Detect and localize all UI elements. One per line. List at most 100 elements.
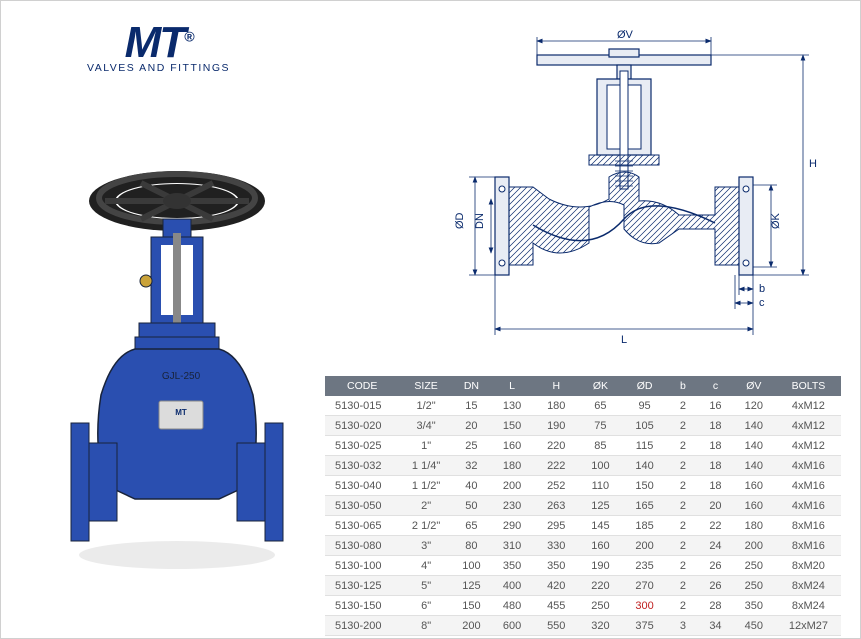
col-header: c (699, 376, 732, 396)
table-cell: 75 (578, 416, 622, 436)
svg-text:c: c (759, 297, 765, 309)
table-cell: 200 (490, 476, 534, 496)
table-cell: 130 (490, 396, 534, 416)
table-cell: 5130-020 (325, 416, 399, 436)
table-row: 5130-0502"502302631251652201604xM16 (325, 496, 841, 516)
table-cell: 350 (732, 596, 776, 616)
table-cell: 295 (534, 516, 578, 536)
table-cell: 50 (453, 496, 490, 516)
table-cell: 1 1/4" (399, 456, 452, 476)
table-cell: 160 (490, 436, 534, 456)
table-cell: 3 (667, 616, 700, 636)
svg-text:b: b (759, 283, 765, 295)
table-row: 5130-0803"803103301602002242008xM16 (325, 536, 841, 556)
table-cell: 200 (622, 536, 666, 556)
table-cell: 375 (622, 616, 666, 636)
table-cell: 18 (699, 436, 732, 456)
table-cell: 65 (578, 396, 622, 416)
table-cell: 34 (699, 616, 732, 636)
table-cell: 105 (622, 416, 666, 436)
table-cell: 1/2" (399, 396, 452, 416)
table-cell: 190 (578, 556, 622, 576)
col-header: ØK (578, 376, 622, 396)
table-row: 5130-2008"20060055032037533445012xM27 (325, 616, 841, 636)
table-cell: 5130-100 (325, 556, 399, 576)
table-row: 5130-0401 1/2"402002521101502181604xM16 (325, 476, 841, 496)
table-cell: 2 (667, 496, 700, 516)
table-cell: 165 (622, 496, 666, 516)
table-cell: 600 (490, 616, 534, 636)
col-header: b (667, 376, 700, 396)
table-cell: 100 (578, 456, 622, 476)
table-cell: 200 (453, 616, 490, 636)
table-cell: 160 (578, 536, 622, 556)
table-cell: 270 (622, 576, 666, 596)
table-row: 5130-0151/2"1513018065952161204xM12 (325, 396, 841, 416)
col-header: DN (453, 376, 490, 396)
svg-text:DN: DN (474, 213, 486, 229)
logo-tagline: VALVES AND FITTINGS (87, 62, 230, 74)
table-cell: 145 (578, 516, 622, 536)
spec-table: CODESIZEDNLHØKØDbcØVBOLTS 5130-0151/2"15… (325, 376, 841, 636)
svg-text:GJL-250: GJL-250 (162, 371, 201, 382)
table-cell: 80 (453, 536, 490, 556)
table-cell: 120 (732, 396, 776, 416)
table-cell: 450 (732, 616, 776, 636)
table-cell: 5130-200 (325, 616, 399, 636)
table-cell: 15 (453, 396, 490, 416)
table-cell: 100 (453, 556, 490, 576)
table-cell: 24 (699, 536, 732, 556)
table-cell: 4xM16 (776, 456, 841, 476)
table-cell: 2 (667, 596, 700, 616)
table-cell: 180 (490, 456, 534, 476)
table-cell: 200 (732, 536, 776, 556)
table-cell: 2 (667, 516, 700, 536)
table-cell: 16 (699, 396, 732, 416)
table-cell: 2 (667, 396, 700, 416)
table-cell: 250 (732, 576, 776, 596)
table-cell: 180 (534, 396, 578, 416)
table-cell: 550 (534, 616, 578, 636)
table-cell: 18 (699, 476, 732, 496)
table-cell: 5130-015 (325, 396, 399, 416)
table-cell: 18 (699, 456, 732, 476)
table-cell: 8xM16 (776, 536, 841, 556)
table-cell: 420 (534, 576, 578, 596)
table-cell: 2 (667, 436, 700, 456)
col-header: ØD (622, 376, 666, 396)
table-row: 5130-0321 1/4"321802221001402181404xM16 (325, 456, 841, 476)
svg-text:ØV: ØV (617, 29, 634, 41)
svg-text:ØK: ØK (770, 212, 782, 229)
table-cell: 2 (667, 416, 700, 436)
table-cell: 22 (699, 516, 732, 536)
table-cell: 5130-040 (325, 476, 399, 496)
table-cell: 3/4" (399, 416, 452, 436)
table-cell: 3" (399, 536, 452, 556)
table-cell: 95 (622, 396, 666, 416)
table-cell: 140 (732, 456, 776, 476)
table-cell: 26 (699, 576, 732, 596)
table-cell: 32 (453, 456, 490, 476)
brand-logo: MT® VALVES AND FITTINGS (87, 25, 230, 74)
table-cell: 5130-150 (325, 596, 399, 616)
table-cell: 4xM12 (776, 396, 841, 416)
table-row: 5130-0251"25160220851152181404xM12 (325, 436, 841, 456)
table-cell: 5130-125 (325, 576, 399, 596)
col-header: CODE (325, 376, 399, 396)
table-cell: 4" (399, 556, 452, 576)
table-cell: 2 (667, 476, 700, 496)
table-cell: 250 (578, 596, 622, 616)
table-cell: 65 (453, 516, 490, 536)
table-cell: 40 (453, 476, 490, 496)
table-cell: 455 (534, 596, 578, 616)
table-cell: 8xM24 (776, 576, 841, 596)
valve-photo: MT GJL-250 (43, 155, 311, 573)
col-header: SIZE (399, 376, 452, 396)
table-cell: 160 (732, 476, 776, 496)
table-cell: 220 (534, 436, 578, 456)
table-cell: 252 (534, 476, 578, 496)
table-cell: 150 (453, 596, 490, 616)
table-cell: 5130-065 (325, 516, 399, 536)
svg-text:H: H (809, 158, 817, 170)
table-cell: 250 (732, 556, 776, 576)
